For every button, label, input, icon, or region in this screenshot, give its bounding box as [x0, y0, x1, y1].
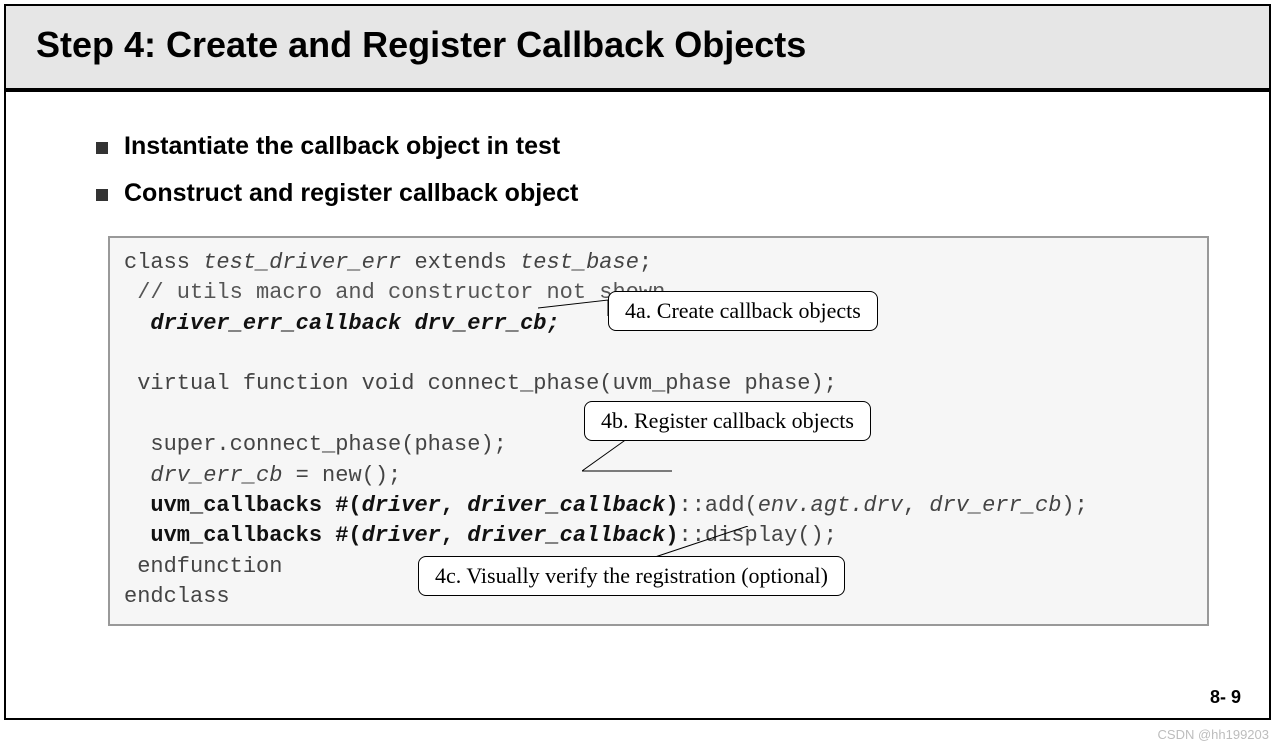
code-text: virtual function void connect_phase(uvm_…: [124, 371, 837, 396]
code-text: ,: [903, 493, 929, 518]
page-number: 8- 9: [1210, 687, 1241, 708]
code-text: ::add(: [679, 493, 758, 518]
bullet-list: Instantiate the callback object in test …: [96, 132, 1209, 208]
code-text: );: [1061, 493, 1087, 518]
code-text: test_driver_err: [203, 250, 401, 275]
code-text: driver: [362, 523, 441, 548]
code-text: = new();: [282, 463, 401, 488]
watermark: CSDN @hh199203: [1158, 727, 1269, 742]
code-text: endclass: [124, 584, 230, 609]
code-text: drv_err_cb: [929, 493, 1061, 518]
code-area: class test_driver_err extends test_base;…: [108, 236, 1209, 626]
code-text: [124, 463, 150, 488]
code-text: super.connect_phase(phase);: [124, 432, 507, 457]
code-text: uvm_callbacks #(: [124, 493, 362, 518]
code-text: class: [124, 250, 203, 275]
slide-header: Step 4: Create and Register Callback Obj…: [6, 6, 1269, 92]
callout-4c: 4c. Visually verify the registration (op…: [418, 556, 845, 596]
callout-4a: 4a. Create callback objects: [608, 291, 878, 331]
slide-title: Step 4: Create and Register Callback Obj…: [36, 24, 1239, 66]
code-text: driver_err_callback drv_err_cb;: [124, 311, 560, 336]
code-text: endfunction: [124, 554, 282, 579]
code-text: driver_callback: [467, 493, 665, 518]
callout-4b: 4b. Register callback objects: [584, 401, 871, 441]
code-text: ,: [441, 523, 467, 548]
code-text: ): [665, 493, 678, 518]
code-text: env.agt.drv: [758, 493, 903, 518]
bullet-item: Construct and register callback object: [96, 179, 1209, 208]
code-comment: // utils macro and constructor not shown: [124, 280, 665, 305]
code-text: ;: [639, 250, 652, 275]
slide-content: Instantiate the callback object in test …: [6, 92, 1269, 636]
code-text: extends: [401, 250, 520, 275]
code-text: ): [665, 523, 678, 548]
code-text: uvm_callbacks #(: [124, 523, 362, 548]
bullet-item: Instantiate the callback object in test: [96, 132, 1209, 161]
code-text: test_base: [520, 250, 639, 275]
code-text: ,: [441, 493, 467, 518]
code-text: driver: [362, 493, 441, 518]
code-text: drv_err_cb: [150, 463, 282, 488]
code-text: driver_callback: [467, 523, 665, 548]
code-text: ::display();: [679, 523, 837, 548]
slide-frame: Step 4: Create and Register Callback Obj…: [4, 4, 1271, 720]
